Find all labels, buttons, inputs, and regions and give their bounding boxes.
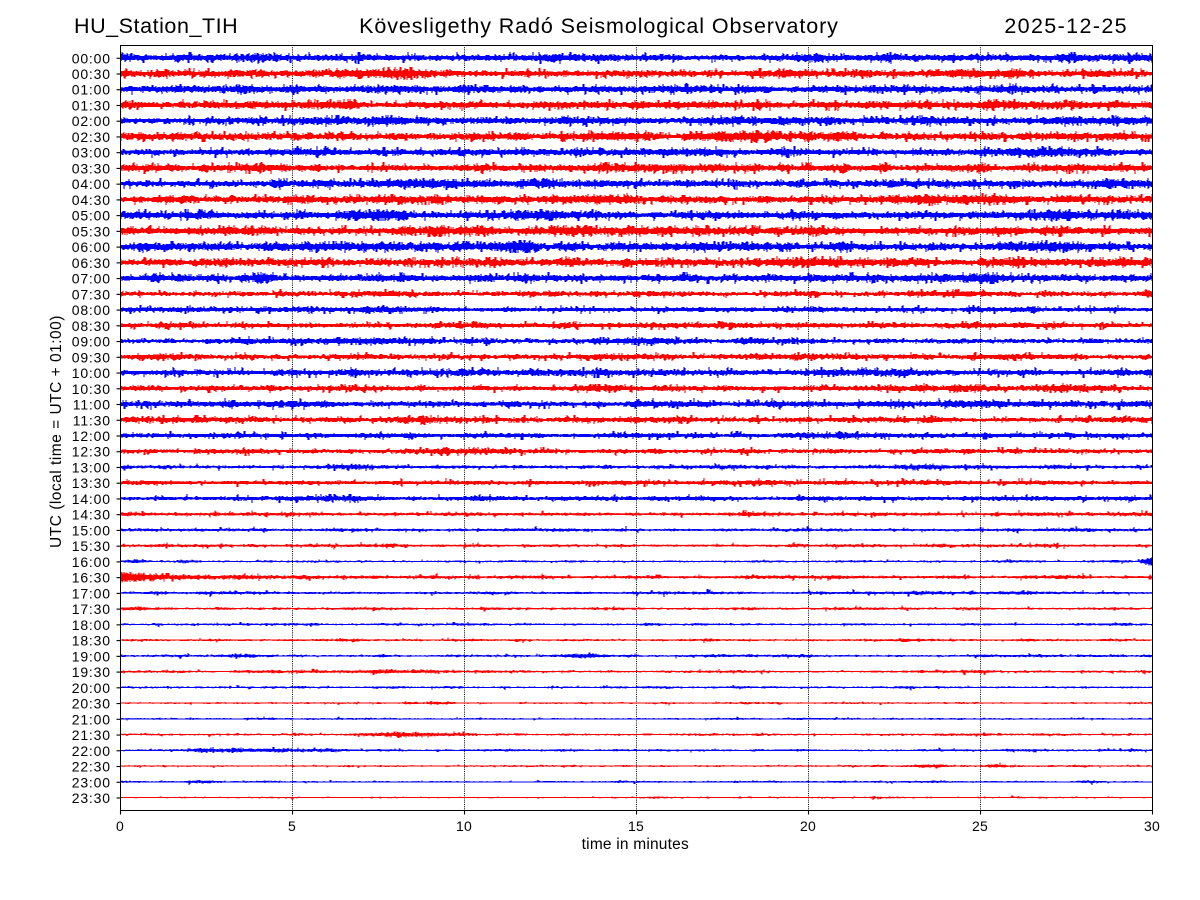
- svg-text:11:30: 11:30: [73, 412, 111, 428]
- svg-text:06:30: 06:30: [72, 255, 111, 271]
- svg-text:30: 30: [1144, 818, 1160, 834]
- svg-text:UTC (local time = UTC + 01:00): UTC (local time = UTC + 01:00): [48, 315, 65, 548]
- svg-text:time in minutes: time in minutes: [582, 836, 689, 853]
- svg-text:16:00: 16:00: [72, 554, 111, 570]
- svg-text:18:00: 18:00: [72, 617, 111, 633]
- svg-text:10:00: 10:00: [72, 365, 111, 381]
- svg-text:09:30: 09:30: [72, 349, 111, 365]
- svg-text:08:00: 08:00: [72, 302, 111, 318]
- svg-text:19:30: 19:30: [72, 664, 111, 680]
- svg-text:04:00: 04:00: [72, 176, 111, 192]
- svg-text:03:30: 03:30: [72, 160, 111, 176]
- svg-text:21:30: 21:30: [72, 727, 111, 743]
- svg-text:19:00: 19:00: [72, 648, 111, 664]
- svg-text:23:30: 23:30: [72, 790, 111, 806]
- svg-text:09:00: 09:00: [72, 334, 111, 350]
- svg-text:22:00: 22:00: [72, 743, 111, 759]
- svg-text:18:30: 18:30: [72, 633, 111, 649]
- svg-text:0: 0: [116, 818, 124, 834]
- svg-text:25: 25: [972, 818, 988, 834]
- svg-text:00:00: 00:00: [72, 50, 111, 66]
- svg-text:20: 20: [800, 818, 816, 834]
- svg-text:02:00: 02:00: [72, 113, 111, 129]
- svg-text:22:30: 22:30: [72, 759, 111, 775]
- svg-text:20:30: 20:30: [72, 696, 111, 712]
- svg-text:00:30: 00:30: [72, 66, 111, 82]
- svg-text:10: 10: [456, 818, 472, 834]
- svg-text:11:00: 11:00: [73, 397, 111, 413]
- svg-text:14:00: 14:00: [72, 491, 111, 507]
- svg-text:23:00: 23:00: [72, 774, 111, 790]
- svg-text:03:00: 03:00: [72, 145, 111, 161]
- svg-text:13:00: 13:00: [72, 459, 111, 475]
- svg-text:05:30: 05:30: [72, 223, 111, 239]
- svg-text:15:30: 15:30: [72, 538, 111, 554]
- svg-text:Kövesligethy Radó Seismologica: Kövesligethy Radó Seismological Observat…: [359, 14, 839, 38]
- svg-text:20:00: 20:00: [72, 680, 111, 696]
- svg-text:21:00: 21:00: [72, 711, 111, 727]
- svg-text:16:30: 16:30: [72, 570, 111, 586]
- svg-text:2025-12-25: 2025-12-25: [1004, 14, 1128, 38]
- svg-text:HU_Station_TIH: HU_Station_TIH: [74, 14, 238, 38]
- svg-text:12:30: 12:30: [72, 444, 111, 460]
- svg-text:5: 5: [288, 818, 296, 834]
- svg-text:17:30: 17:30: [72, 601, 111, 617]
- svg-text:07:30: 07:30: [72, 286, 111, 302]
- svg-text:15: 15: [628, 818, 644, 834]
- svg-text:15:00: 15:00: [72, 522, 111, 538]
- svg-text:02:30: 02:30: [72, 129, 111, 145]
- svg-text:13:30: 13:30: [72, 475, 111, 491]
- svg-text:10:30: 10:30: [72, 381, 111, 397]
- svg-text:12:00: 12:00: [72, 428, 111, 444]
- svg-text:01:30: 01:30: [72, 97, 111, 113]
- svg-text:17:00: 17:00: [72, 585, 111, 601]
- svg-text:14:30: 14:30: [72, 507, 111, 523]
- svg-text:07:00: 07:00: [72, 271, 111, 287]
- svg-text:08:30: 08:30: [72, 318, 111, 334]
- svg-text:06:00: 06:00: [72, 239, 111, 255]
- svg-text:05:00: 05:00: [72, 208, 111, 224]
- svg-text:01:00: 01:00: [72, 82, 111, 98]
- svg-text:04:30: 04:30: [72, 192, 111, 208]
